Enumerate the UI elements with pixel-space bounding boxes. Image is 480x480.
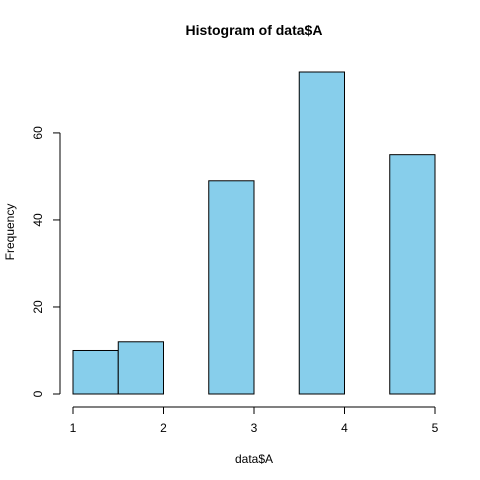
x-axis: 1 2 3 4 5 [70,406,439,435]
bars-group [72,71,436,395]
y-tick-label-20: 20 [31,300,45,314]
x-tick-label-4: 4 [341,421,348,435]
x-axis-label: data$A [235,452,273,466]
histogram-bar-0 [72,349,119,395]
y-axis-label: Frequency [3,204,17,261]
histogram-bar-7 [389,154,436,395]
x-tick-label-2: 2 [160,421,167,435]
x-tick-label-1: 1 [70,421,77,435]
y-axis: 0 20 40 60 [31,126,61,397]
histogram-bar-1 [117,341,164,395]
histogram-bar-3 [208,180,255,395]
x-tick-label-3: 3 [251,421,258,435]
y-tick-label-0: 0 [31,390,45,397]
y-tick-label-40: 40 [31,213,45,227]
y-tick-label-60: 60 [31,126,45,140]
x-tick-label-5: 5 [432,421,439,435]
histogram-bar-5 [298,71,345,395]
chart-title: Histogram of data$A [186,22,323,38]
